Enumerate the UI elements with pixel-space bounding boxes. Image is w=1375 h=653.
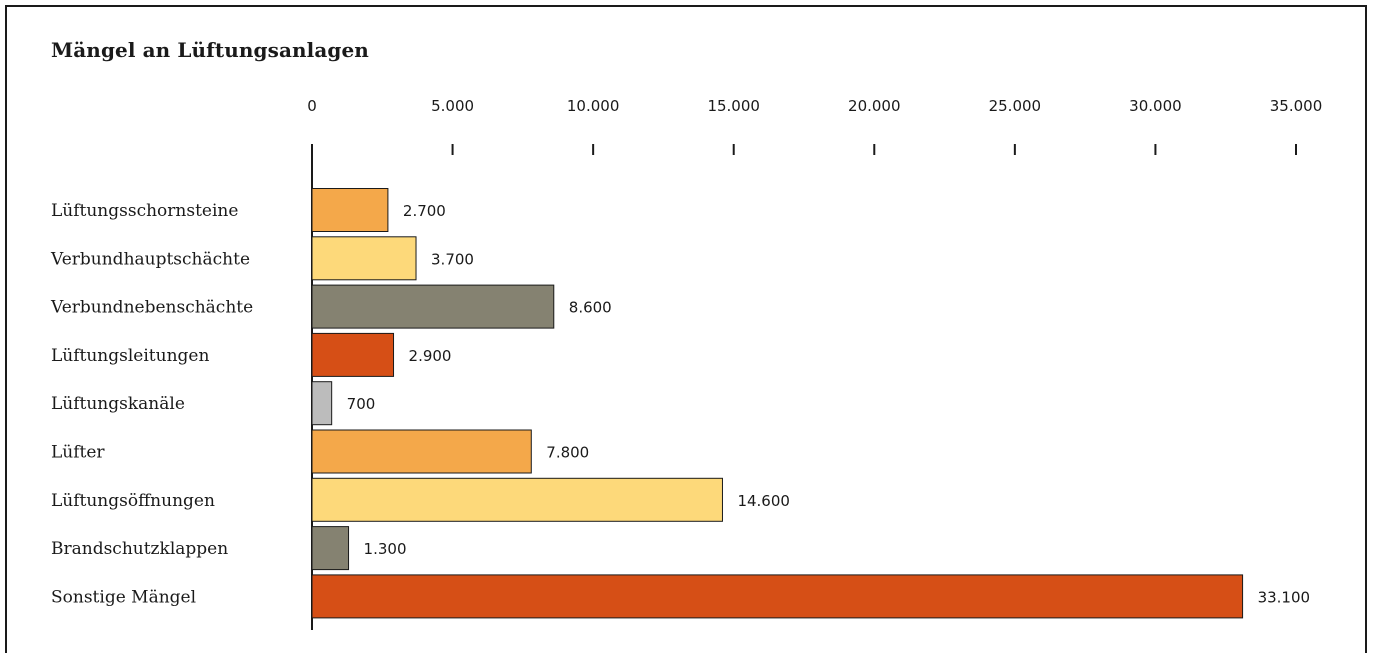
category-label: Sonstige Mängel — [51, 587, 196, 607]
x-tick-label: 5.000 — [431, 97, 474, 115]
bar — [311, 284, 555, 329]
category-label: Lüftungsschornsteine — [51, 201, 238, 221]
bar — [311, 332, 395, 377]
value-label: 2.900 — [409, 347, 452, 365]
bar — [311, 381, 333, 426]
category-label: Lüftungsöffnungen — [51, 491, 215, 511]
category-label: Lüfter — [51, 443, 105, 463]
chart-title: Mängel an Lüftungsanlagen — [51, 38, 369, 62]
x-tick-label: 35.000 — [1270, 97, 1323, 115]
x-tick-label: 0 — [307, 97, 317, 115]
value-label: 1.300 — [364, 540, 407, 558]
value-label: 2.700 — [403, 202, 446, 220]
bar — [311, 188, 389, 232]
bar — [311, 574, 1244, 619]
bar — [311, 526, 350, 571]
category-label: Lüftungskanäle — [51, 394, 185, 414]
value-label: 7.800 — [546, 444, 589, 462]
x-tick-label: 10.000 — [567, 97, 620, 115]
bar — [311, 429, 532, 474]
bar — [311, 477, 723, 522]
x-tick-label: 30.000 — [1129, 97, 1182, 115]
chart-frame — [5, 5, 1367, 653]
x-tick-label: 25.000 — [989, 97, 1042, 115]
value-label: 8.600 — [569, 299, 612, 317]
category-label: Brandschutzklappen — [51, 539, 228, 559]
category-label: Verbundnebenschächte — [50, 298, 253, 318]
value-label: 33.100 — [1258, 588, 1311, 606]
category-label: Lüftungsleitungen — [51, 346, 209, 366]
x-tick-label: 20.000 — [848, 97, 901, 115]
bar — [311, 236, 417, 281]
value-label: 3.700 — [431, 250, 474, 268]
value-label: 700 — [347, 395, 376, 413]
value-label: 14.600 — [737, 492, 790, 510]
category-label: Verbundhauptschächte — [50, 249, 250, 269]
x-tick-label: 15.000 — [707, 97, 760, 115]
